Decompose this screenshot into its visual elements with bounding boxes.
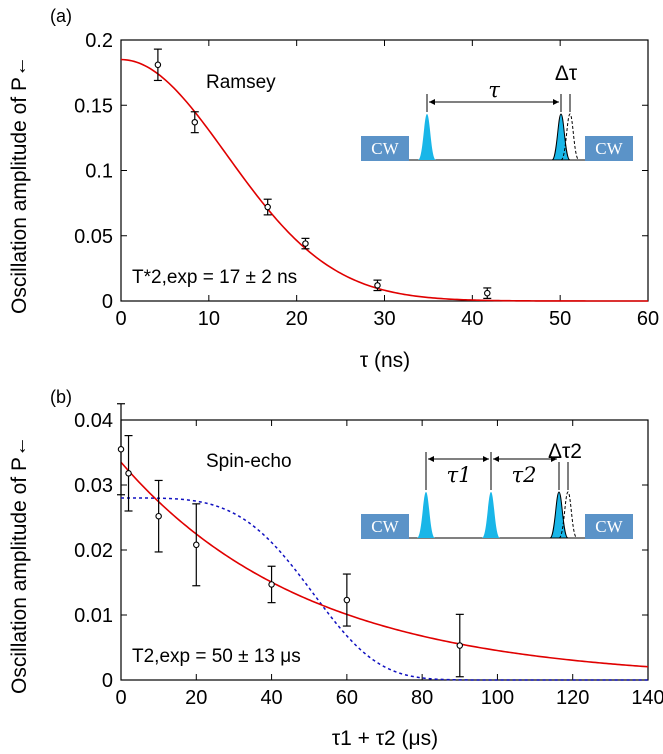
delta-label-a: Δτ bbox=[555, 62, 578, 85]
panel-a-ytick-label: 0.05 bbox=[74, 226, 113, 248]
panel-b-xtick-label: 140 bbox=[631, 687, 663, 709]
panel-b-data-point bbox=[268, 581, 275, 588]
panel-a-data-point bbox=[374, 282, 381, 289]
panel-b-fit-label: T2,exp = 50 ± 13 μs bbox=[132, 646, 301, 667]
pulse-shifted-b bbox=[558, 491, 578, 539]
panel-b-xtick-label: 100 bbox=[481, 687, 514, 709]
cw-right-label-b: CW bbox=[595, 517, 623, 536]
pulse-2-b bbox=[482, 492, 500, 538]
panel-b-axes: 0 20 40 60 80 100 120 140 0 0.01 0.02 0.03 0.04 bbox=[74, 410, 663, 709]
panel-a-data-point bbox=[191, 118, 199, 126]
panel-a-xtick-label: 10 bbox=[198, 308, 220, 330]
panel-a: (a) Oscillation amplitude of P← τ (ns) R… bbox=[8, 6, 659, 372]
panel-b-ytick-label: 0.03 bbox=[74, 475, 113, 497]
panel-b-data-point bbox=[155, 512, 162, 520]
panel-a-ylabel: Oscillation amplitude of P← bbox=[8, 56, 31, 314]
panel-a-ytick-label: 0 bbox=[102, 291, 113, 313]
panel-b-xtick-label: 120 bbox=[556, 687, 589, 709]
panel-b-ytick-label: 0 bbox=[102, 670, 113, 692]
panel-b: (b) Oscillation amplitude of P← τ1 + τ2 … bbox=[8, 387, 663, 750]
panel-a-xtick-label: 20 bbox=[286, 308, 308, 330]
cw-left-box-b bbox=[361, 514, 409, 539]
panel-a-xtick-label: 30 bbox=[373, 308, 395, 330]
pulse-1-a bbox=[418, 114, 436, 160]
pulse-1-b bbox=[417, 492, 435, 538]
panel-a-data-point bbox=[302, 240, 309, 247]
panel-a-ytick-label: 0.1 bbox=[85, 161, 113, 183]
cw-right-box-b bbox=[585, 514, 633, 539]
panel-a-data-point bbox=[264, 203, 271, 211]
panel-b-xtick-label: 40 bbox=[260, 687, 282, 709]
panel-b-dotted-fit-curve bbox=[121, 497, 648, 681]
panel-b-xtick-label: 80 bbox=[411, 687, 433, 709]
panel-a-points bbox=[153, 48, 492, 299]
panel-a-fit-label: T*2,exp = 17 ± 2 ns bbox=[132, 267, 297, 288]
panel-b-xtick-label: 60 bbox=[336, 687, 358, 709]
tau2-label-b: τ2 bbox=[512, 463, 537, 487]
pulse-shifted-a bbox=[560, 113, 580, 161]
panel-b-data-point bbox=[193, 541, 200, 549]
delta-label-b: Δτ2 bbox=[548, 440, 582, 463]
panel-b-xtick-label: 20 bbox=[185, 687, 207, 709]
tau-label-a: τ bbox=[488, 78, 500, 102]
panel-b-data-point bbox=[343, 596, 351, 604]
panel-b-annotation: Spin-echo bbox=[206, 451, 292, 472]
panel-b-ytick-label: 0.01 bbox=[74, 605, 113, 627]
cw-right-box-a bbox=[585, 136, 633, 161]
cw-left-label-a: CW bbox=[371, 139, 399, 158]
panel-a-xtick-label: 40 bbox=[461, 308, 483, 330]
panel-a-xlabel: τ (ns) bbox=[360, 349, 410, 372]
tau1-label-b: τ1 bbox=[447, 463, 472, 487]
panel-a-ytick-label: 0.15 bbox=[74, 95, 113, 117]
panel-b-data-point bbox=[125, 470, 132, 477]
panel-b-label: (b) bbox=[50, 387, 72, 407]
panel-b-xlabel: τ1 + τ2 (μs) bbox=[332, 727, 438, 750]
panel-a-fit-curve bbox=[120, 58, 648, 302]
panel-a-annotation: Ramsey bbox=[206, 72, 276, 93]
panel-b-data-point bbox=[117, 445, 125, 453]
panel-b-fit-curve bbox=[120, 461, 649, 668]
pulse-3-b bbox=[549, 491, 569, 539]
panel-b-ytick-label: 0.02 bbox=[74, 540, 113, 562]
panel-b-xtick-label: 0 bbox=[115, 687, 126, 709]
panel-b-ylabel: Oscillation amplitude of P← bbox=[8, 436, 31, 694]
panel-a-data-point bbox=[154, 61, 162, 69]
panel-b-ytick-label: 0.04 bbox=[74, 410, 113, 432]
panel-a-ytick-label: 0.2 bbox=[85, 30, 113, 52]
panel-a-xtick-label: 0 bbox=[115, 308, 126, 330]
cw-right-label-a: CW bbox=[595, 139, 623, 158]
panel-a-fit-curve bbox=[120, 58, 648, 302]
panel-a-data-point bbox=[484, 289, 491, 297]
panel-a-inset: CW CW τ Δτ bbox=[361, 62, 633, 161]
panel-b-points bbox=[117, 403, 464, 678]
pulse-2-a bbox=[551, 113, 571, 161]
panel-b-inset: CW CW τ1 τ2 Δτ2 bbox=[361, 440, 633, 539]
cw-left-box-a bbox=[361, 136, 409, 161]
panel-a-label: (a) bbox=[50, 6, 72, 26]
panel-a-xtick-label: 60 bbox=[637, 308, 659, 330]
panel-a-xtick-label: 50 bbox=[549, 308, 571, 330]
panel-b-data-point bbox=[456, 642, 464, 649]
cw-left-label-b: CW bbox=[371, 517, 399, 536]
panel-b-fit-curves bbox=[120, 461, 649, 681]
panel-a-axes: 0 10 20 30 40 50 60 0 0.05 0.1 0.15 0.2 bbox=[74, 30, 659, 330]
